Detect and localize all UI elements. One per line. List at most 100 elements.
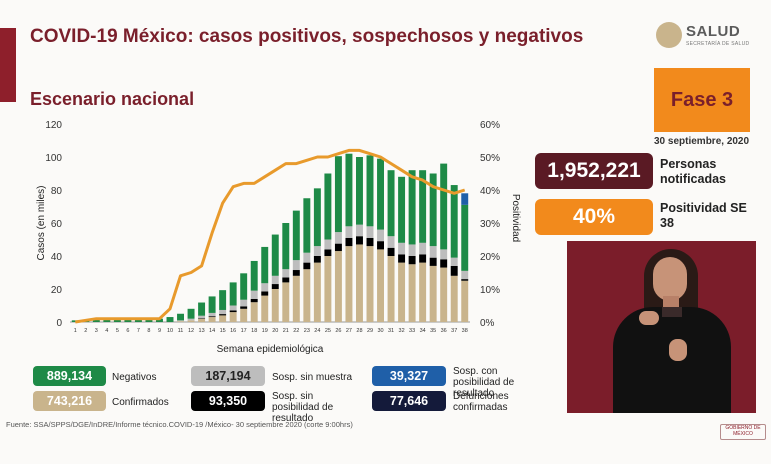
x-tick-label: 29 (367, 328, 373, 334)
bar-segment (313, 188, 321, 247)
interpreter-face (653, 257, 687, 301)
bar-segment (219, 290, 227, 310)
x-tick-label: 24 (314, 328, 320, 334)
x-tick-label: 16 (230, 328, 236, 334)
x-tick-label: 23 (304, 328, 310, 334)
bar-segment (292, 210, 300, 261)
legend-label: Defunciones confirmadas (453, 391, 509, 413)
bar-segment (240, 299, 248, 307)
bar-segment (440, 267, 448, 322)
bar-segment (429, 257, 437, 266)
source-note: Fuente: SSA/SPPS/DGE/InDRE/Informe técni… (6, 420, 353, 429)
bar-segment (261, 283, 269, 292)
legend-value-box: 77,646 (372, 391, 446, 411)
x-tick-label: 15 (220, 328, 226, 334)
y-tick-label: 120 (45, 120, 62, 131)
bar-segment (408, 264, 416, 322)
x-tick-label: 12 (188, 328, 194, 334)
y-tick-label: 40 (51, 252, 63, 263)
bar-segment (113, 319, 121, 322)
bar-segment (124, 319, 132, 322)
bar-segment (356, 224, 363, 237)
bar-segment (271, 275, 279, 285)
bar-segment (198, 318, 206, 319)
y-axis-label: Casos (en miles) (36, 185, 47, 260)
page-title: COVID-19 México: casos positivos, sospec… (30, 26, 584, 47)
x-tick-label: 5 (116, 328, 119, 334)
bar-segment (198, 315, 206, 319)
bar-segment (177, 313, 184, 321)
x-tick-label: 27 (346, 328, 352, 334)
bar-segment (440, 259, 448, 268)
legend-label: Sosp. sin posibilidad de resultado (272, 391, 334, 424)
bar-segment (387, 247, 395, 256)
y2-tick-label: 10% (480, 285, 500, 296)
interpreter-neck (663, 296, 679, 310)
bar-segment (408, 256, 416, 265)
bar-segment (92, 319, 100, 322)
bar-segment (356, 236, 363, 245)
logo-text: SALUD (686, 23, 741, 40)
bar-segment (303, 198, 311, 253)
y2-tick-label: 20% (480, 252, 500, 263)
bar-segment (324, 173, 332, 240)
bar-segment (461, 279, 469, 281)
bar-segment (461, 280, 469, 322)
legend-value-box: 187,194 (191, 366, 265, 386)
bar-segment (450, 185, 458, 258)
bar-segment (450, 275, 458, 322)
bar-segment (461, 204, 469, 271)
x-tick-label: 10 (167, 328, 173, 334)
x-tick-label: 25 (325, 328, 331, 334)
bar-segment (398, 242, 406, 255)
x-tick-label: 8 (147, 328, 150, 334)
bar-segment (292, 275, 300, 322)
interpreter-hand-right (669, 339, 687, 361)
positivity-value: 40% (535, 199, 653, 235)
x-tick-label: 6 (126, 328, 129, 334)
bar-segment (229, 310, 237, 313)
bar-segment (429, 246, 437, 258)
bar-segment (187, 320, 195, 322)
x-tick-label: 11 (178, 328, 184, 334)
bar-segment (345, 226, 353, 238)
bar-segment (303, 252, 311, 263)
bar-segment (271, 234, 279, 276)
bar-segment (366, 226, 374, 238)
bar-segment (250, 290, 258, 299)
x-axis-label: Semana epidemiológica (217, 344, 324, 355)
x-tick-label: 14 (209, 328, 215, 334)
positivity-label: Positividad SE 38 (660, 201, 747, 230)
bar-segment (177, 320, 184, 322)
bar-segment (166, 317, 174, 322)
x-tick-label: 38 (462, 328, 468, 334)
bar-segment (419, 170, 427, 243)
legend-label: Sosp. sin muestra (272, 372, 353, 383)
bar-segment (366, 155, 374, 227)
bar-segment (345, 153, 353, 227)
legend-value-box: 39,327 (372, 366, 446, 386)
x-tick-label: 21 (283, 328, 289, 334)
x-tick-label: 18 (251, 328, 257, 334)
x-tick-label: 2 (84, 328, 87, 334)
bar-segment (398, 254, 406, 263)
y-tick-label: 0 (56, 318, 62, 329)
y2-tick-label: 0% (480, 318, 495, 329)
bar-segment (345, 237, 353, 247)
bar-segment (240, 306, 248, 309)
y-tick-label: 60 (51, 219, 63, 230)
logo-subtext: SECRETARÍA DE SALUD (686, 41, 750, 47)
bar-segment (398, 262, 406, 322)
y2-tick-label: 30% (480, 219, 500, 230)
bar-segment (313, 262, 321, 322)
x-tick-label: 9 (158, 328, 161, 334)
notified-label: Personas notificadas (660, 157, 726, 186)
gobierno-logo: GOBIERNO DE MÉXICO (720, 424, 766, 440)
bar-segment (313, 246, 321, 256)
report-date: 30 septiembre, 2020 (654, 136, 750, 147)
bar-segment (461, 270, 469, 280)
legend-label: Sosp. con posibilidad de resultado (453, 366, 515, 399)
bar-segment (377, 241, 384, 250)
bar-segment (419, 254, 427, 263)
bar-segment (198, 302, 206, 316)
